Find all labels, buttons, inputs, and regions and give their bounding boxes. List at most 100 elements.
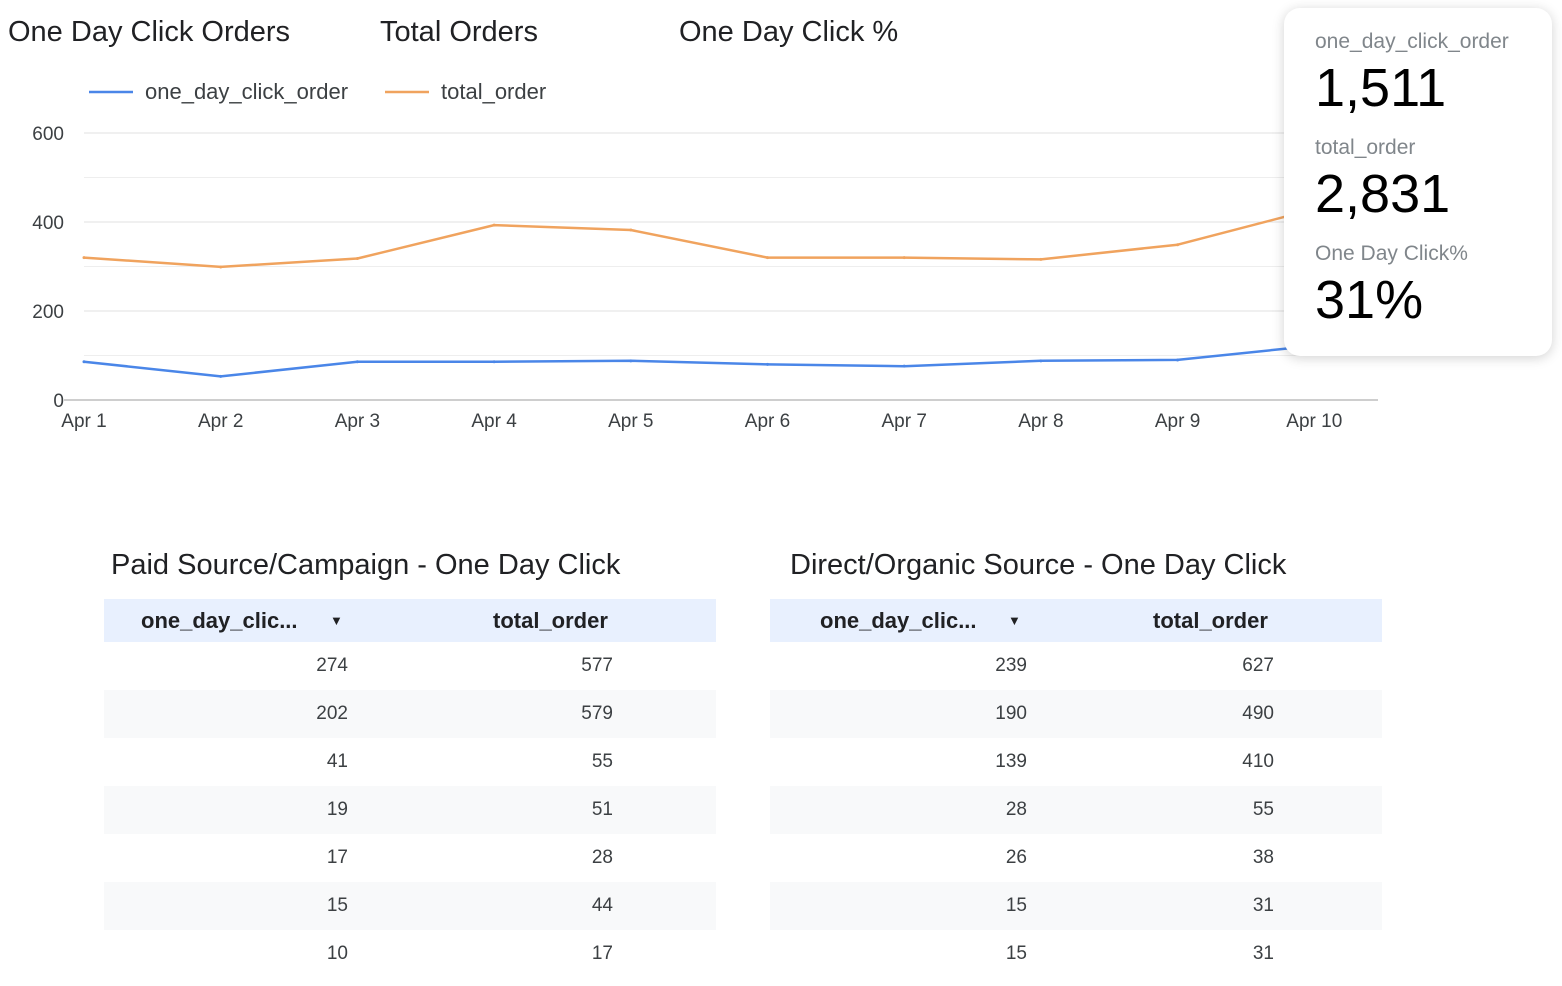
- legend-label: total_order: [441, 79, 546, 104]
- data-point: [355, 256, 359, 260]
- x-tick-label: Apr 3: [335, 411, 380, 432]
- cell-one-day-click-order: 15: [1005, 943, 1027, 964]
- x-tick-label: Apr 2: [198, 411, 243, 432]
- caret-down-icon[interactable]: ▼: [330, 613, 343, 628]
- cell-one-day-click-order: 190: [995, 703, 1027, 724]
- table-row: 202 579: [104, 690, 716, 738]
- chart-title-total-orders: Total Orders: [380, 16, 538, 48]
- cell-one-day-click-order: 15: [1005, 895, 1027, 916]
- kpi-card: one_day_click_order 1,511 total_order 2,…: [1284, 8, 1552, 356]
- chart-title-one-day-click-percent: One Day Click %: [679, 16, 899, 48]
- table-header: one_day_clic... ▼ total_order: [104, 599, 716, 642]
- cell-one-day-click-order: 202: [316, 703, 348, 724]
- table-row: 239 627: [770, 642, 1382, 690]
- data-point: [492, 223, 496, 227]
- cell-one-day-click-order: 10: [326, 943, 348, 964]
- column-header-total-order[interactable]: total_order: [493, 608, 608, 633]
- cell-total-order: 627: [1242, 655, 1274, 676]
- y-tick-label: 200: [32, 302, 64, 323]
- caret-down-icon[interactable]: ▼: [1008, 613, 1021, 628]
- data-point: [1176, 243, 1180, 247]
- data-point: [766, 362, 769, 366]
- cell-one-day-click-order: 139: [995, 751, 1027, 772]
- cell-one-day-click-order: 19: [326, 799, 348, 820]
- data-point: [355, 360, 359, 364]
- table-row: 15 44: [104, 882, 716, 930]
- cell-total-order: 31: [1252, 943, 1274, 964]
- cell-one-day-click-order: 26: [1005, 847, 1027, 868]
- table-row: 274 577: [104, 642, 716, 690]
- paid-source-table: one_day_clic... ▼ total_order 274 577 202 5…: [104, 599, 716, 978]
- data-point: [902, 256, 906, 260]
- x-tick-label: Apr 7: [881, 411, 926, 432]
- table-title-paid: Paid Source/Campaign - One Day Click: [111, 549, 621, 581]
- kpi-value-one-day-click-percent: 31%: [1315, 270, 1424, 330]
- column-header-one-day-click[interactable]: one_day_clic...: [141, 608, 298, 633]
- data-point: [1039, 359, 1043, 363]
- table-row: 190 490: [770, 690, 1382, 738]
- kpi-value-one-day-click-order: 1,511: [1315, 58, 1447, 118]
- data-point: [82, 360, 86, 364]
- y-tick-label: 600: [32, 124, 64, 145]
- cell-one-day-click-order: 15: [326, 895, 348, 916]
- y-tick-label: 0: [53, 391, 64, 412]
- data-point: [1039, 257, 1043, 261]
- data-point: [82, 256, 86, 260]
- table-row: 15 31: [770, 930, 1382, 978]
- kpi-label-one-day-click-order: one_day_click_order: [1315, 30, 1509, 53]
- table-row: 139 410: [770, 738, 1382, 786]
- direct-source-table: one_day_clic... ▼ total_order 239 627 190 4…: [770, 599, 1382, 978]
- data-point: [219, 265, 223, 269]
- x-tick-label: Apr 6: [745, 411, 790, 432]
- cell-one-day-click-order: 274: [316, 655, 348, 676]
- chart-title-one-day-click-orders: One Day Click Orders: [8, 16, 291, 48]
- table-row: 26 38: [770, 834, 1382, 882]
- x-tick-label: Apr 9: [1155, 411, 1200, 432]
- table-row: 19 51: [104, 786, 716, 834]
- table-row: 41 55: [104, 738, 716, 786]
- table-header: one_day_clic... ▼ total_order: [770, 599, 1382, 642]
- column-header-total-order[interactable]: total_order: [1153, 608, 1268, 633]
- data-point: [492, 360, 496, 364]
- table-row: 10 17: [104, 930, 716, 978]
- x-tick-label: Apr 8: [1018, 411, 1063, 432]
- y-tick-label: 400: [32, 213, 64, 234]
- data-point: [1176, 358, 1180, 362]
- cell-one-day-click-order: 239: [995, 655, 1027, 676]
- data-point: [902, 364, 906, 368]
- legend-label: one_day_click_order: [145, 79, 348, 104]
- x-tick-label: Apr 10: [1286, 411, 1342, 432]
- cell-total-order: 577: [581, 655, 613, 676]
- cell-total-order: 17: [591, 943, 613, 964]
- data-point: [766, 256, 769, 260]
- kpi-label-total-order: total_order: [1315, 136, 1416, 159]
- cell-one-day-click-order: 41: [326, 751, 348, 772]
- cell-total-order: 38: [1252, 847, 1274, 868]
- data-point: [629, 359, 633, 363]
- x-tick-label: Apr 4: [471, 411, 517, 432]
- cell-total-order: 28: [591, 847, 613, 868]
- table-row: 28 55: [770, 786, 1382, 834]
- table-title-direct: Direct/Organic Source - One Day Click: [790, 549, 1287, 581]
- series-line-one-day-click-order: [83, 344, 1315, 378]
- cell-total-order: 44: [591, 895, 613, 916]
- data-point: [219, 374, 223, 378]
- line-chart: 0 200 400 600 Apr 1 Apr 2 Apr 3 Apr 4 Apr 5 Apr 6…: [32, 79, 1378, 432]
- cell-total-order: 410: [1242, 751, 1274, 772]
- cell-one-day-click-order: 28: [1005, 799, 1027, 820]
- x-tick-label: Apr 1: [61, 411, 106, 432]
- cell-total-order: 55: [591, 751, 613, 772]
- table-row: 17 28: [104, 834, 716, 882]
- series-line-total-order: [83, 207, 1315, 269]
- kpi-label-one-day-click-percent: One Day Click%: [1315, 242, 1468, 265]
- cell-total-order: 579: [581, 703, 613, 724]
- table-row: 15 31: [770, 882, 1382, 930]
- kpi-value-total-order: 2,831: [1315, 164, 1451, 224]
- column-header-one-day-click[interactable]: one_day_clic...: [820, 608, 977, 633]
- cell-total-order: 55: [1252, 799, 1274, 820]
- cell-total-order: 51: [591, 799, 613, 820]
- data-point: [629, 228, 633, 232]
- cell-total-order: 31: [1252, 895, 1274, 916]
- cell-one-day-click-order: 17: [326, 847, 348, 868]
- x-tick-label: Apr 5: [608, 411, 653, 432]
